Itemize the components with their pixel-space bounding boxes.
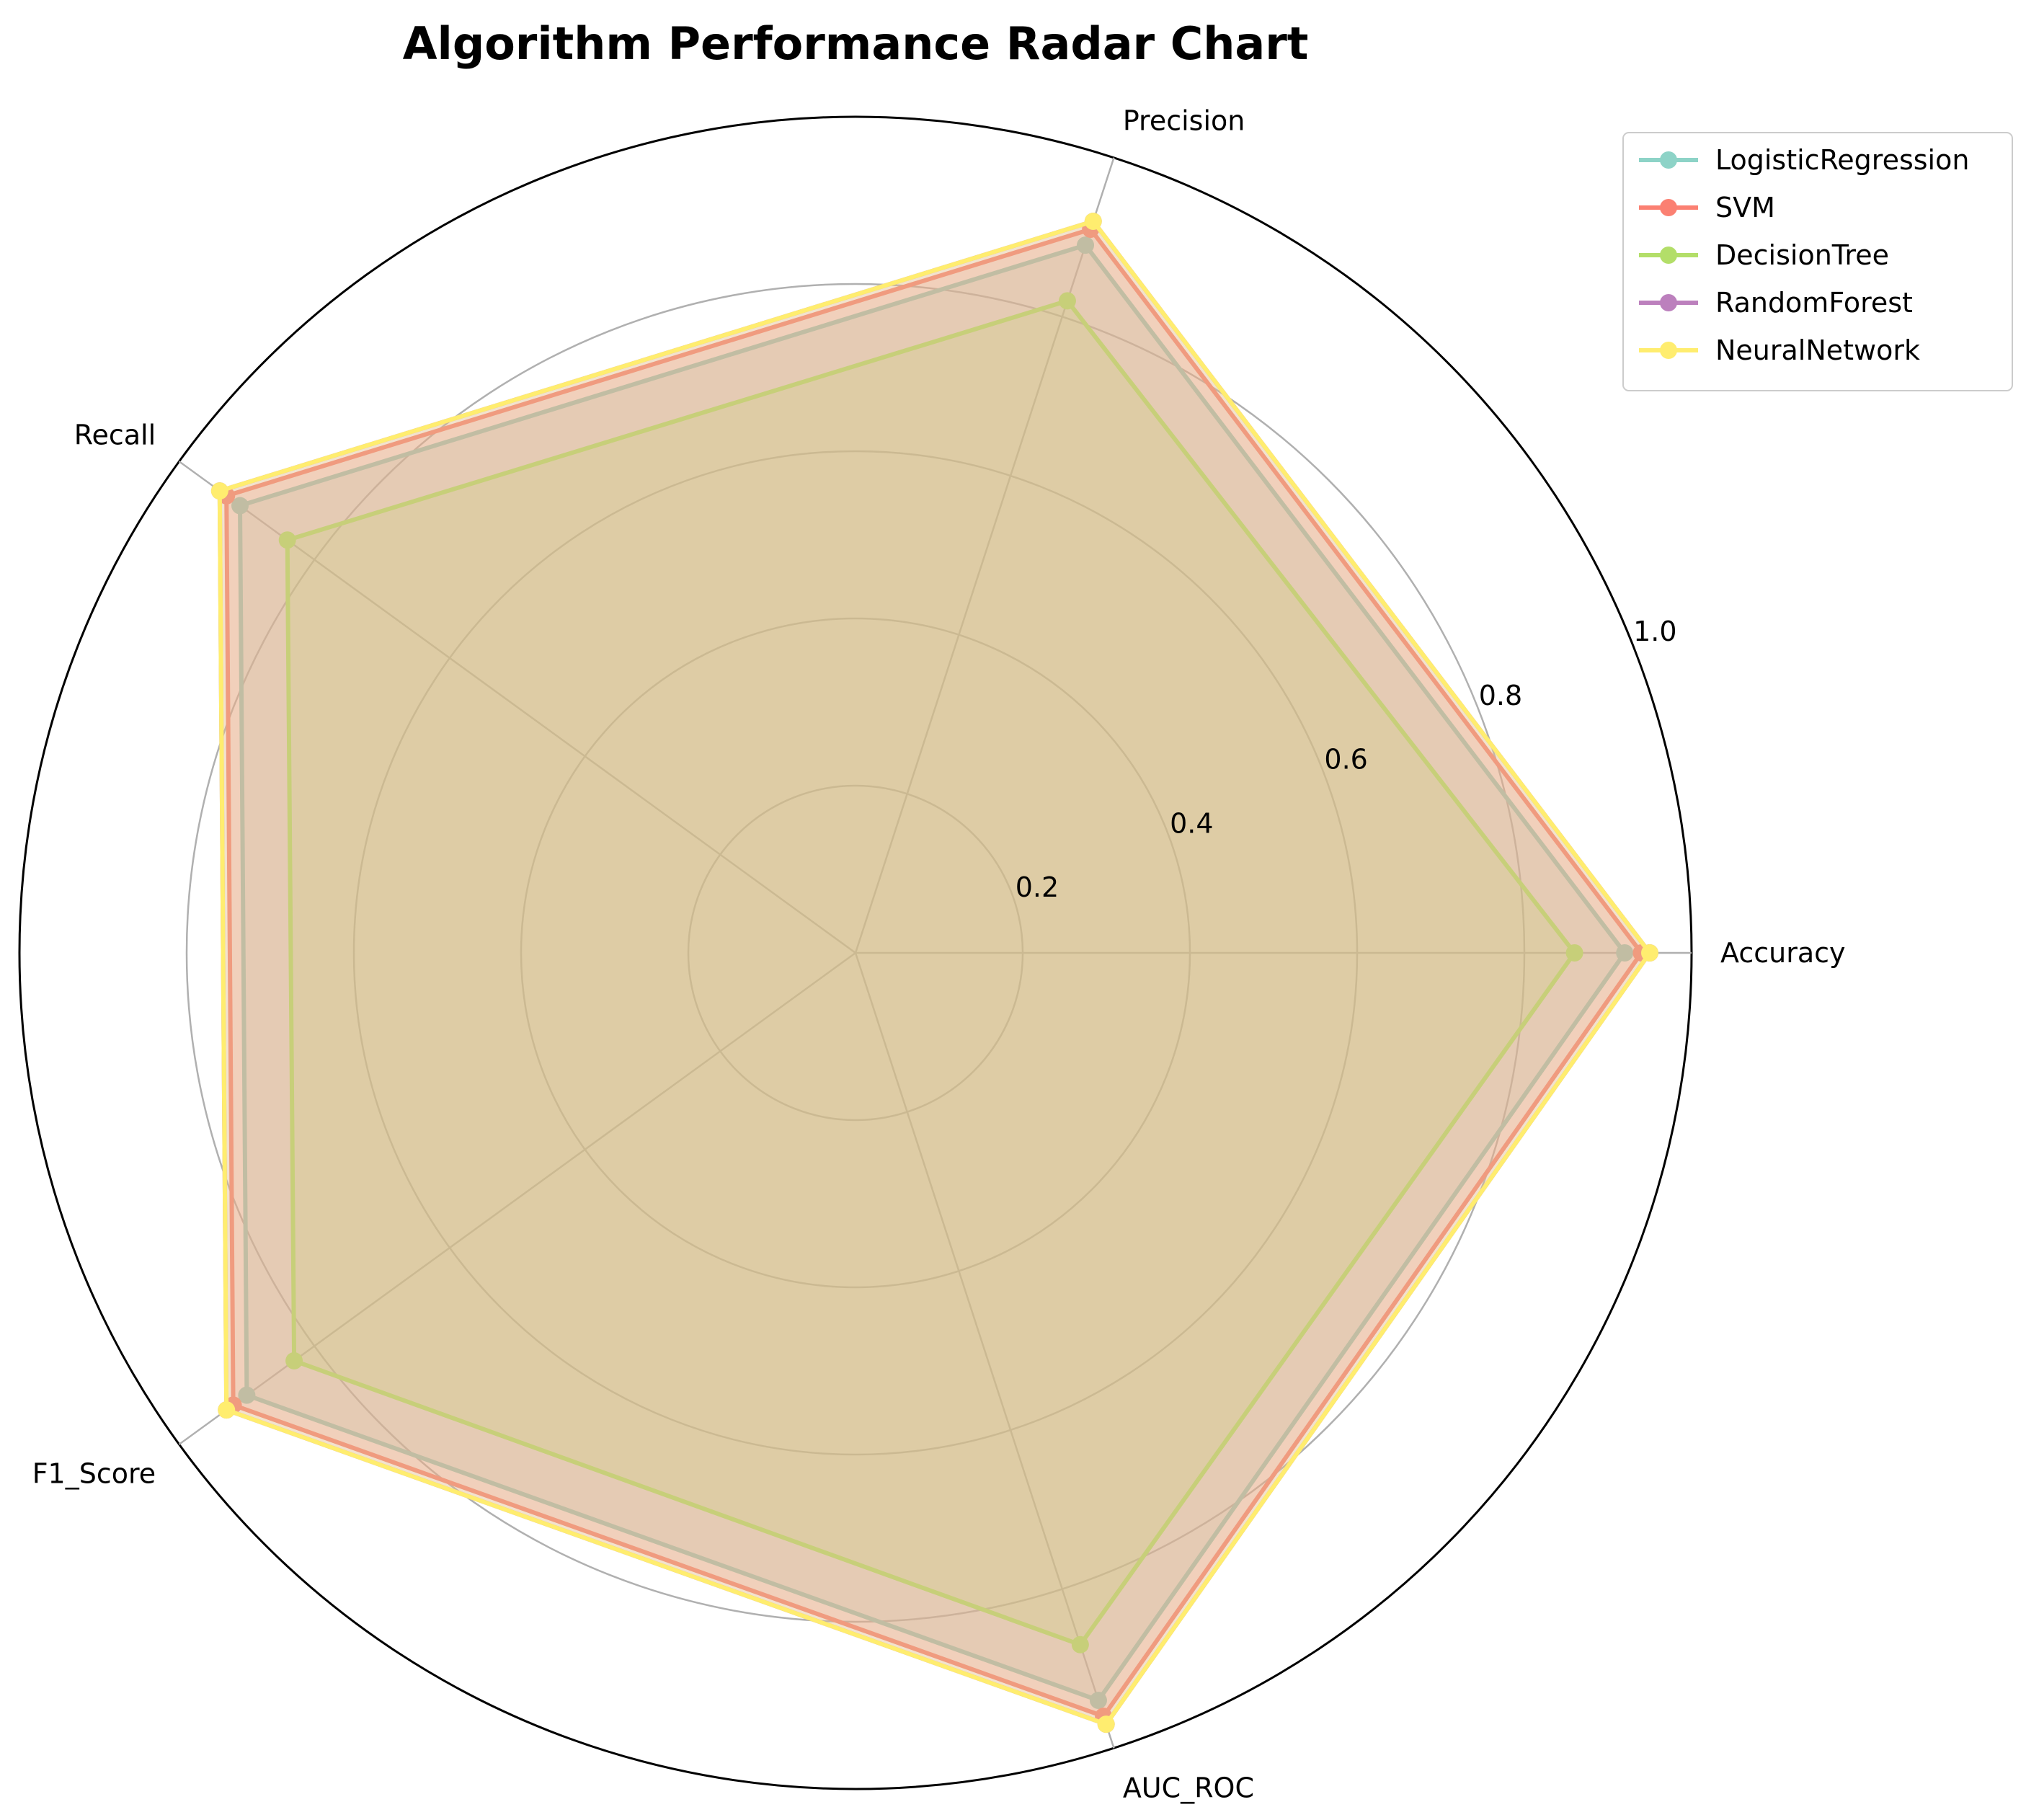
- legend-marker-LogisticRegression: [1660, 151, 1677, 169]
- spoke-Precision: [854, 157, 1115, 954]
- point-LogisticRegression-Accuracy: [1616, 944, 1634, 962]
- point-LogisticRegression-F1_Score: [238, 1386, 256, 1404]
- axis-label-F1_Score: F1_Score: [32, 1457, 156, 1489]
- point-DecisionTree-Precision: [1058, 292, 1076, 310]
- point-NeuralNetwork-Precision: [1084, 213, 1102, 231]
- chart-title: Algorithm Performance Radar Chart: [403, 17, 1309, 70]
- legend-label-NeuralNetwork: NeuralNetwork: [1715, 334, 1920, 366]
- r-tick-label: 0.6: [1324, 744, 1367, 776]
- axis-label-Accuracy: Accuracy: [1720, 937, 1846, 969]
- legend-frame: [1622, 132, 2013, 391]
- series-fill-NeuralNetwork: [219, 221, 1650, 1725]
- legend-marker-NeuralNetwork: [1660, 342, 1677, 359]
- r-tick-label: 0.4: [1170, 807, 1213, 839]
- axis-label-Recall: Recall: [74, 420, 156, 451]
- series-fill-RandomForest: [219, 221, 1650, 1725]
- point-DecisionTree-F1_Score: [285, 1351, 303, 1370]
- r-tick-label: 0.8: [1479, 680, 1522, 711]
- series-fill-DecisionTree: [287, 301, 1575, 1645]
- point-NeuralNetwork-F1_Score: [218, 1401, 236, 1419]
- point-DecisionTree-Recall: [278, 531, 296, 549]
- point-LogisticRegression-Recall: [231, 497, 249, 515]
- legend-label-SVM: SVM: [1715, 192, 1775, 223]
- series-fill-LogisticRegression: [240, 245, 1625, 1701]
- legend-marker-SVM: [1660, 199, 1677, 216]
- r-tick-label: 0.2: [1016, 871, 1059, 903]
- axis-label-Precision: Precision: [1123, 105, 1245, 137]
- legend-label-DecisionTree: DecisionTree: [1715, 239, 1889, 271]
- series-line-NeuralNetwork: [217, 219, 1652, 1727]
- series-line-LogisticRegression: [238, 243, 1627, 1703]
- legend-label-RandomForest: RandomForest: [1715, 287, 1913, 319]
- point-DecisionTree-Accuracy: [1565, 944, 1583, 962]
- point-NeuralNetwork-Accuracy: [1641, 944, 1658, 962]
- legend-marker-DecisionTree: [1660, 247, 1677, 264]
- point-LogisticRegression-AUC_ROC: [1089, 1692, 1107, 1710]
- legend: LogisticRegression SVM DecisionTree RandomF…: [1622, 132, 2013, 391]
- point-LogisticRegression-Precision: [1077, 236, 1095, 254]
- label-layer: 0.2 0.4 0.6 0.8 1.0 Accuracy Precision Recall F1…: [32, 105, 1846, 1804]
- point-NeuralNetwork-Recall: [210, 482, 228, 500]
- spoke-AUC_ROC: [854, 952, 1115, 1749]
- series-fill-SVM: [226, 229, 1642, 1717]
- series-line-DecisionTree: [285, 298, 1577, 1647]
- r-tick-label: 1.0: [1633, 616, 1676, 647]
- series-layer: [210, 213, 1658, 1734]
- series-line-SVM: [224, 227, 1644, 1719]
- point-DecisionTree-AUC_ROC: [1071, 1635, 1089, 1653]
- grid-layer: [18, 115, 1693, 1790]
- legend-marker-RandomForest: [1660, 294, 1677, 311]
- point-NeuralNetwork-AUC_ROC: [1097, 1715, 1115, 1734]
- legend-label-LogisticRegression: LogisticRegression: [1715, 144, 1969, 176]
- axis-label-AUC_ROC: AUC_ROC: [1123, 1772, 1254, 1803]
